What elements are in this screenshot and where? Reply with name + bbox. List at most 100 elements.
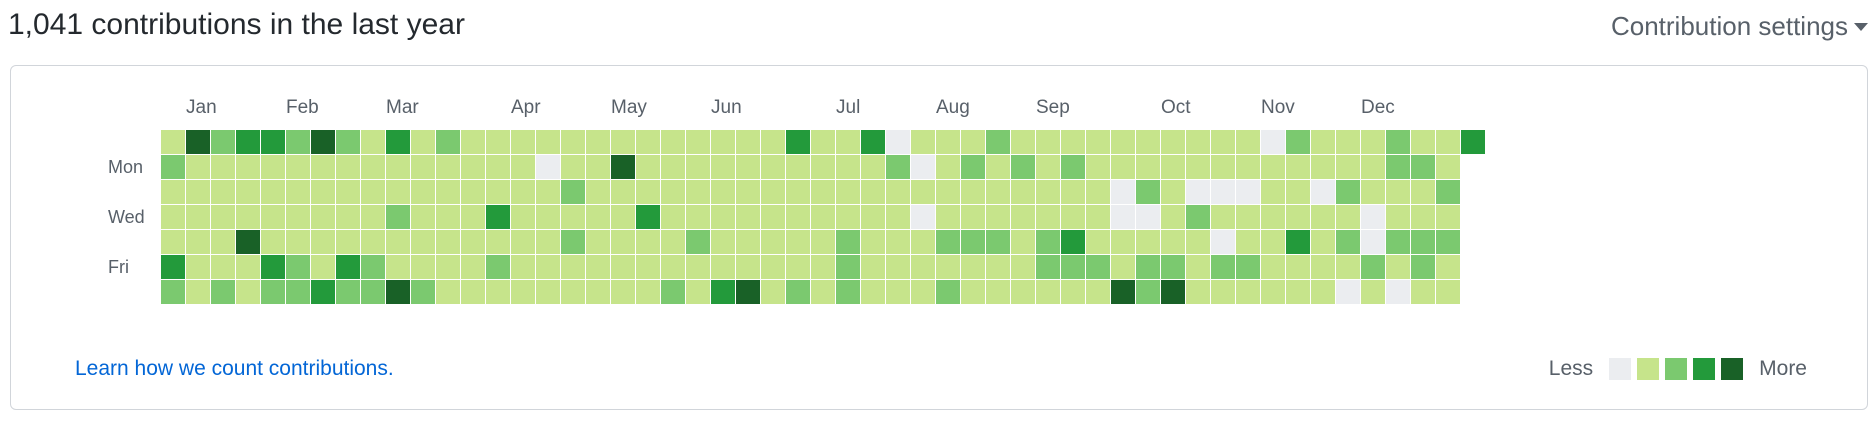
contribution-day-cell[interactable]: [311, 130, 335, 154]
contribution-day-cell[interactable]: [611, 130, 635, 154]
contribution-day-cell[interactable]: [1211, 130, 1235, 154]
contribution-day-cell[interactable]: [1186, 155, 1210, 179]
contribution-day-cell[interactable]: [286, 230, 310, 254]
contribution-day-cell[interactable]: [1011, 205, 1035, 229]
contribution-day-cell[interactable]: [811, 155, 835, 179]
contribution-day-cell[interactable]: [1436, 180, 1460, 204]
contribution-day-cell[interactable]: [936, 130, 960, 154]
contribution-day-cell[interactable]: [786, 155, 810, 179]
contribution-day-cell[interactable]: [661, 255, 685, 279]
contribution-day-cell[interactable]: [1136, 155, 1160, 179]
contribution-day-cell[interactable]: [1161, 180, 1185, 204]
contribution-day-cell[interactable]: [761, 230, 785, 254]
contribution-day-cell[interactable]: [211, 280, 235, 304]
contribution-day-cell[interactable]: [1361, 155, 1385, 179]
contribution-day-cell[interactable]: [986, 280, 1010, 304]
contribution-day-cell[interactable]: [786, 280, 810, 304]
contribution-day-cell[interactable]: [1361, 230, 1385, 254]
contribution-day-cell[interactable]: [1186, 130, 1210, 154]
contribution-day-cell[interactable]: [1186, 280, 1210, 304]
contribution-day-cell[interactable]: [436, 155, 460, 179]
contribution-day-cell[interactable]: [1461, 130, 1485, 154]
contribution-day-cell[interactable]: [486, 230, 510, 254]
contribution-day-cell[interactable]: [561, 280, 585, 304]
contribution-day-cell[interactable]: [1336, 205, 1360, 229]
contribution-day-cell[interactable]: [1061, 130, 1085, 154]
contribution-day-cell[interactable]: [236, 130, 260, 154]
contribution-day-cell[interactable]: [486, 205, 510, 229]
contribution-day-cell[interactable]: [286, 155, 310, 179]
contribution-day-cell[interactable]: [286, 280, 310, 304]
contribution-day-cell[interactable]: [636, 205, 660, 229]
contribution-day-cell[interactable]: [336, 230, 360, 254]
contribution-day-cell[interactable]: [1311, 180, 1335, 204]
contribution-day-cell[interactable]: [286, 205, 310, 229]
contribution-day-cell[interactable]: [586, 255, 610, 279]
contribution-day-cell[interactable]: [211, 155, 235, 179]
contribution-day-cell[interactable]: [711, 230, 735, 254]
contribution-day-cell[interactable]: [936, 205, 960, 229]
contribution-day-cell[interactable]: [211, 180, 235, 204]
contribution-day-cell[interactable]: [836, 180, 860, 204]
contribution-day-cell[interactable]: [1411, 255, 1435, 279]
contribution-day-cell[interactable]: [411, 230, 435, 254]
contribution-day-cell[interactable]: [936, 280, 960, 304]
contribution-day-cell[interactable]: [511, 180, 535, 204]
contribution-day-cell[interactable]: [286, 255, 310, 279]
contribution-day-cell[interactable]: [1186, 255, 1210, 279]
contribution-day-cell[interactable]: [1411, 230, 1435, 254]
contribution-day-cell[interactable]: [611, 205, 635, 229]
contribution-day-cell[interactable]: [261, 180, 285, 204]
contribution-day-cell[interactable]: [1086, 255, 1110, 279]
contribution-day-cell[interactable]: [1261, 280, 1285, 304]
contribution-day-cell[interactable]: [1436, 130, 1460, 154]
contribution-day-cell[interactable]: [211, 130, 235, 154]
contribution-day-cell[interactable]: [1286, 205, 1310, 229]
contribution-day-cell[interactable]: [986, 130, 1010, 154]
contribution-day-cell[interactable]: [1436, 155, 1460, 179]
contribution-day-cell[interactable]: [611, 280, 635, 304]
contribution-day-cell[interactable]: [236, 180, 260, 204]
contribution-day-cell[interactable]: [1086, 205, 1110, 229]
contribution-day-cell[interactable]: [1386, 155, 1410, 179]
contribution-day-cell[interactable]: [336, 280, 360, 304]
contribution-day-cell[interactable]: [661, 155, 685, 179]
contribution-day-cell[interactable]: [861, 255, 885, 279]
contribution-day-cell[interactable]: [736, 180, 760, 204]
contribution-day-cell[interactable]: [1036, 255, 1060, 279]
contribution-day-cell[interactable]: [761, 180, 785, 204]
contribution-day-cell[interactable]: [586, 180, 610, 204]
contribution-day-cell[interactable]: [811, 180, 835, 204]
contribution-day-cell[interactable]: [1286, 130, 1310, 154]
contribution-day-cell[interactable]: [786, 255, 810, 279]
contribution-day-cell[interactable]: [1161, 205, 1185, 229]
contribution-day-cell[interactable]: [1211, 155, 1235, 179]
contribution-day-cell[interactable]: [536, 130, 560, 154]
contribution-day-cell[interactable]: [436, 130, 460, 154]
contribution-day-cell[interactable]: [1436, 230, 1460, 254]
contribution-day-cell[interactable]: [561, 230, 585, 254]
contribution-day-cell[interactable]: [936, 155, 960, 179]
contribution-day-cell[interactable]: [1236, 255, 1260, 279]
contribution-day-cell[interactable]: [1386, 255, 1410, 279]
contribution-day-cell[interactable]: [411, 180, 435, 204]
contribution-day-cell[interactable]: [661, 230, 685, 254]
contribution-day-cell[interactable]: [711, 155, 735, 179]
contribution-day-cell[interactable]: [236, 205, 260, 229]
contribution-day-cell[interactable]: [261, 280, 285, 304]
contribution-day-cell[interactable]: [1011, 130, 1035, 154]
contribution-day-cell[interactable]: [486, 180, 510, 204]
contribution-day-cell[interactable]: [161, 130, 185, 154]
contribution-day-cell[interactable]: [511, 230, 535, 254]
contribution-day-cell[interactable]: [261, 230, 285, 254]
contribution-day-cell[interactable]: [936, 180, 960, 204]
contribution-day-cell[interactable]: [1111, 280, 1135, 304]
contribution-day-cell[interactable]: [161, 155, 185, 179]
contribution-day-cell[interactable]: [636, 155, 660, 179]
contribution-day-cell[interactable]: [911, 180, 935, 204]
contribution-day-cell[interactable]: [1136, 180, 1160, 204]
contribution-day-cell[interactable]: [561, 180, 585, 204]
contribution-day-cell[interactable]: [1236, 130, 1260, 154]
contribution-day-cell[interactable]: [1236, 205, 1260, 229]
contribution-day-cell[interactable]: [636, 280, 660, 304]
